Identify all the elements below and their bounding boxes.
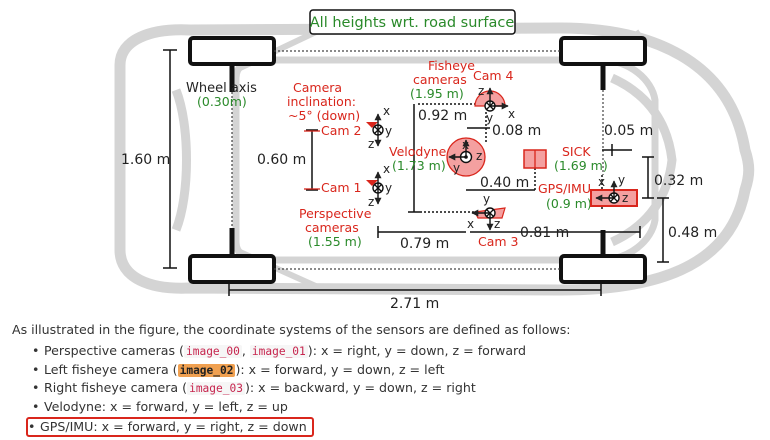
svg-text:(0.9 m): (0.9 m) bbox=[546, 196, 592, 211]
cam-inclination-3: ~5° (down) bbox=[288, 108, 360, 123]
sensor-setup-diagram: All heights wrt. road surface 1 bbox=[114, 9, 755, 312]
svg-text:z: z bbox=[476, 149, 482, 163]
cam-inclination-1: Camera bbox=[293, 80, 342, 95]
svg-text:Cam 2: Cam 2 bbox=[321, 123, 362, 138]
svg-text:SICK: SICK bbox=[562, 144, 591, 159]
dim-081: 0.81 m bbox=[520, 225, 569, 241]
list-item: Perspective cameras (image_00, image_01)… bbox=[32, 343, 762, 359]
dim-048: 0.48 m bbox=[668, 225, 717, 241]
dim-cam-baseline: 0.60 m bbox=[257, 152, 306, 168]
svg-text:(1.73 m): (1.73 m) bbox=[392, 158, 446, 173]
sick-sensor: SICK (1.69 m) bbox=[523, 144, 608, 173]
cam1-sensor: Cam 1 x y z bbox=[304, 162, 392, 209]
fisheye-label-1: Fisheye bbox=[428, 58, 475, 73]
svg-text:z: z bbox=[478, 84, 484, 98]
cam-inclination-2: inclination: bbox=[287, 94, 356, 109]
svg-text:x: x bbox=[462, 138, 469, 152]
svg-text:y: y bbox=[385, 124, 392, 138]
svg-text:y: y bbox=[618, 173, 625, 187]
wheel-axis-height: (0.30m) bbox=[197, 94, 247, 109]
coordinate-description: As illustrated in the figure, the coordi… bbox=[12, 322, 762, 440]
svg-text:Cam 1: Cam 1 bbox=[321, 180, 362, 195]
fisheye-label-2: cameras bbox=[413, 72, 467, 87]
description-intro: As illustrated in the figure, the coordi… bbox=[12, 322, 571, 337]
wheel-axis-label: Wheel axis bbox=[186, 81, 257, 96]
svg-text:y: y bbox=[453, 161, 460, 175]
list-item-highlighted: GPS/IMU: x = forward, y = right, z = dow… bbox=[26, 417, 314, 437]
wheels bbox=[188, 36, 647, 284]
cam2-sensor: Cam 2 x y z bbox=[304, 104, 392, 151]
persp-label-1: Perspective bbox=[299, 206, 372, 221]
list-item: Left fisheye camera (image_02): x = forw… bbox=[32, 362, 762, 378]
cam3-sensor: Cam 3 x z y bbox=[467, 192, 519, 249]
svg-text:z: z bbox=[494, 217, 500, 231]
svg-text:z: z bbox=[622, 191, 628, 205]
svg-text:x: x bbox=[383, 162, 390, 176]
dim-005: 0.05 m bbox=[604, 123, 653, 139]
coordinate-list: Perspective cameras (image_00, image_01)… bbox=[12, 343, 762, 440]
code-image-03: image_03 bbox=[187, 382, 245, 395]
svg-text:y: y bbox=[483, 192, 490, 206]
svg-text:y: y bbox=[385, 181, 392, 195]
svg-text:x: x bbox=[508, 107, 515, 121]
svg-text:z: z bbox=[368, 195, 374, 209]
diagram-title: All heights wrt. road surface bbox=[309, 9, 516, 35]
dim-040: 0.40 m bbox=[480, 175, 529, 191]
svg-text:Velodyne: Velodyne bbox=[389, 144, 447, 159]
cam4-sensor: Cam 4 z x y bbox=[473, 68, 515, 125]
fisheye-height: (1.95 m) bbox=[410, 86, 464, 101]
dim-092: 0.92 m bbox=[418, 108, 467, 124]
gps-imu-sensor: GPS/IMU (0.9 m) x y z bbox=[538, 173, 638, 211]
velodyne-sensor: Velodyne (1.73 m) x z y bbox=[389, 137, 486, 177]
list-item: Right fisheye camera (image_03): x = bac… bbox=[32, 380, 762, 396]
svg-text:x: x bbox=[598, 175, 605, 189]
dim-079: 0.79 m bbox=[400, 236, 449, 252]
code-image-00: image_00 bbox=[183, 345, 242, 358]
svg-text:Cam 3: Cam 3 bbox=[478, 234, 519, 249]
svg-text:Cam 4: Cam 4 bbox=[473, 68, 514, 83]
list-item: Velodyne: x = forward, y = left, z = up bbox=[32, 399, 762, 415]
dim-car-width: 1.60 m bbox=[121, 152, 170, 168]
code-image-01: image_01 bbox=[249, 345, 308, 358]
persp-height: (1.55 m) bbox=[308, 234, 362, 249]
dim-032: 0.32 m bbox=[654, 173, 703, 189]
dim-wheelbase: 2.71 m bbox=[390, 296, 439, 312]
svg-text:GPS/IMU: GPS/IMU bbox=[538, 181, 591, 196]
svg-text:All heights wrt. road surface: All heights wrt. road surface bbox=[310, 15, 515, 31]
svg-text:z: z bbox=[368, 137, 374, 151]
svg-text:x: x bbox=[383, 104, 390, 118]
svg-text:x: x bbox=[467, 217, 474, 231]
code-image-02: image_02 bbox=[177, 363, 236, 377]
svg-text:y: y bbox=[486, 111, 493, 125]
persp-label-2: cameras bbox=[305, 220, 359, 235]
svg-text:(1.69 m): (1.69 m) bbox=[554, 158, 608, 173]
dim-008: 0.08 m bbox=[492, 123, 541, 139]
